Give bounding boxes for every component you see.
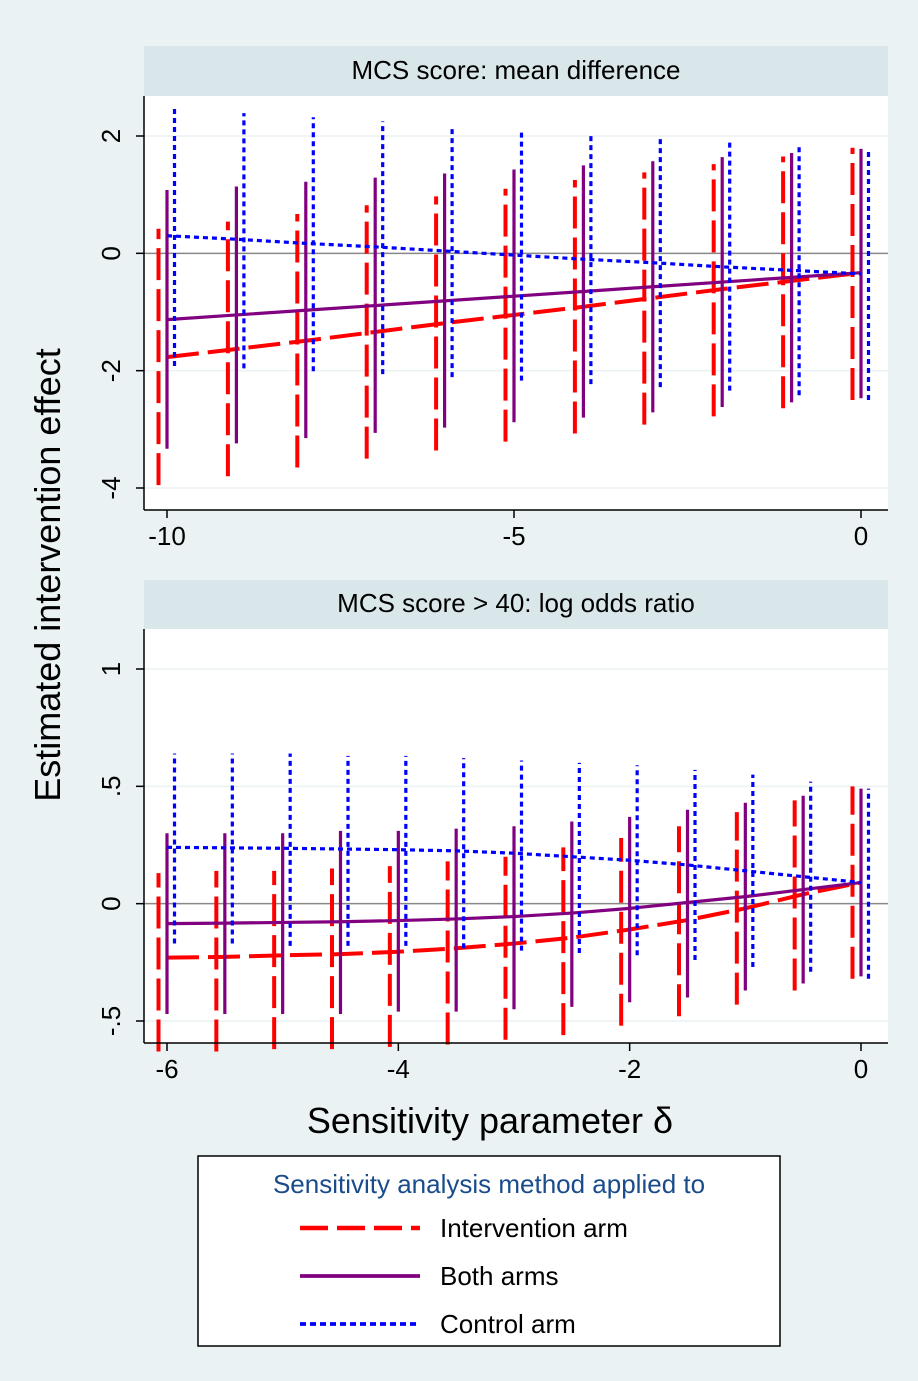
ticks: -4 -2 0 2 -10 -5 0 bbox=[96, 129, 868, 551]
x-tick-label: -5 bbox=[502, 521, 525, 551]
y-tick-label: -4 bbox=[96, 476, 126, 499]
y-tick-label: 0 bbox=[96, 896, 126, 910]
ticks: -.5 0 .5 1 -6 -4 -2 0 bbox=[96, 662, 868, 1084]
grid-lines bbox=[144, 135, 888, 489]
y-tick-label: -2 bbox=[96, 359, 126, 382]
x-tick-label: -2 bbox=[618, 1054, 641, 1084]
y-tick-label: -.5 bbox=[96, 1006, 126, 1036]
x-tick-label: -4 bbox=[387, 1054, 410, 1084]
series-both-arms bbox=[165, 148, 863, 449]
plot-area bbox=[144, 629, 888, 1043]
legend-items: Intervention arm Both arms Control arm bbox=[300, 1213, 628, 1339]
x-axis-title: Sensitivity parameter δ bbox=[307, 1100, 673, 1141]
legend-label: Both arms bbox=[440, 1261, 559, 1291]
estimate-line bbox=[166, 845, 862, 885]
estimate-line bbox=[166, 234, 862, 276]
series-control-arm bbox=[166, 109, 871, 400]
panel-header bbox=[144, 580, 888, 629]
panel-title: MCS score > 40: log odds ratio bbox=[337, 588, 695, 618]
series-both-arms bbox=[165, 788, 863, 1014]
panel-mean-difference: MCS score: mean difference -4 -2 0 2 -10 -5 0 bbox=[96, 46, 888, 551]
x-tick-label: -10 bbox=[148, 521, 186, 551]
marks bbox=[156, 753, 871, 1052]
y-tick-label: 2 bbox=[96, 129, 126, 143]
series-control-arm bbox=[166, 753, 871, 979]
y-tick-label: .5 bbox=[96, 775, 126, 797]
panel-title: MCS score: mean difference bbox=[352, 55, 681, 85]
y-axis-title: Estimated intervention effect bbox=[27, 348, 68, 802]
legend-label: Control arm bbox=[440, 1309, 576, 1339]
estimate-line bbox=[166, 271, 862, 322]
marks bbox=[156, 109, 871, 486]
x-tick-label: 0 bbox=[854, 1054, 868, 1084]
y-tick-label: 0 bbox=[96, 246, 126, 260]
legend-label: Intervention arm bbox=[440, 1213, 628, 1243]
legend-box bbox=[197, 1155, 781, 1347]
legend: Sensitivity analysis method applied to I… bbox=[197, 1155, 781, 1347]
panel-header bbox=[144, 46, 888, 96]
y-tick-label: 1 bbox=[96, 662, 126, 676]
panel-log-odds-ratio: MCS score > 40: log odds ratio -.5 0 .5 1 -6… bbox=[96, 580, 888, 1084]
x-tick-label: 0 bbox=[854, 521, 868, 551]
legend-title: Sensitivity analysis method applied to bbox=[273, 1169, 705, 1199]
estimate-line bbox=[166, 880, 862, 926]
plot-area bbox=[144, 96, 888, 510]
x-tick-label: -6 bbox=[155, 1054, 178, 1084]
